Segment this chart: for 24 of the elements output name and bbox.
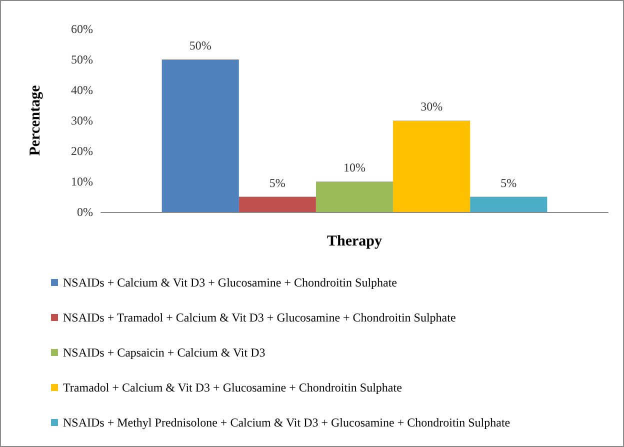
data-label: 30% <box>420 100 443 114</box>
data-label: 5% <box>500 176 517 190</box>
data-label: 50% <box>189 38 212 52</box>
y-tick-label: 30% <box>71 114 93 128</box>
legend-label: NSAIDs + Capsaicin + Calcium & Vit D3 <box>63 346 266 360</box>
y-tick-label: 50% <box>71 52 93 66</box>
y-tick-label: 40% <box>71 83 93 97</box>
y-axis-title: Percentage <box>28 84 44 156</box>
data-label: 5% <box>269 176 286 190</box>
y-tick-label: 10% <box>71 174 93 188</box>
legend-label: NSAIDs + Methyl Prednisolone + Calcium & Vit D3 + Glucosamine + Chondroitin Sulphate <box>63 416 510 430</box>
x-axis-title: Therapy <box>326 234 382 250</box>
data-label: 10% <box>344 160 366 174</box>
y-tick-label: 20% <box>71 144 93 158</box>
bar <box>393 120 470 212</box>
bar <box>470 196 548 212</box>
legend-label: NSAIDs + Tramadol + Calcium & Vit D3 + Glucosamine + Chondroitin Sulphate <box>63 310 456 324</box>
y-tick-label: 60% <box>71 22 93 36</box>
bar <box>238 196 316 212</box>
bar <box>316 182 394 212</box>
bar <box>162 60 239 212</box>
legend-label: Tramadol + Calcium & Vit D3 + Glucosamine + Chondroitin Sulphate <box>63 380 402 394</box>
legend-label: NSAIDs + Calcium & Vit D3 + Glucosamine + Chondroitin Sulphate <box>63 276 398 290</box>
y-tick-label: 0% <box>77 205 93 219</box>
